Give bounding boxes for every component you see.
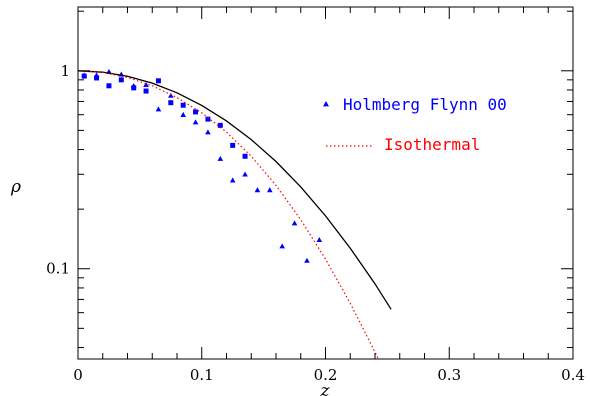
x-axis-label: z <box>320 381 331 396</box>
square-point <box>94 75 100 81</box>
triangle-point <box>279 243 285 249</box>
triangle-point <box>217 155 224 161</box>
triangle-point <box>242 171 248 177</box>
square-point <box>118 77 124 83</box>
triangle-point <box>291 220 298 226</box>
x-tick-label: 0.4 <box>561 366 585 384</box>
triangle-point <box>316 237 323 243</box>
x-tick-label: 0.2 <box>314 366 338 384</box>
isothermal-curve <box>78 70 380 359</box>
legend: Holmberg Flynn 00 Isothermal <box>323 95 507 154</box>
x-tick-label: 0.1 <box>190 366 214 384</box>
triangle-point <box>155 106 162 112</box>
square-point <box>193 109 199 115</box>
square-point <box>230 142 236 148</box>
square-point <box>168 100 174 106</box>
triangle-point <box>180 111 186 117</box>
legend-label-holmberg: Holmberg Flynn 00 <box>343 95 507 114</box>
square-point <box>131 85 137 91</box>
triangle-point <box>143 81 149 87</box>
plot-frame <box>77 6 574 360</box>
triangle-point <box>205 129 211 135</box>
square-point <box>143 88 149 94</box>
legend-label-isothermal: Isothermal <box>384 135 480 154</box>
triangle-point <box>267 187 273 193</box>
legend-triangle-marker <box>323 101 329 107</box>
square-point <box>217 122 223 128</box>
square-point <box>106 83 112 89</box>
triangle-point <box>254 187 261 193</box>
square-point <box>81 73 87 79</box>
y-tick-label: 1 <box>60 62 70 80</box>
x-tick-label: 0 <box>73 366 83 384</box>
y-tick-label: 0.1 <box>46 260 70 278</box>
axis-ticks: 0 0.1 0.2 0.3 0.4 0.1 1 <box>46 7 585 384</box>
square-point <box>242 153 248 159</box>
triangle-point <box>192 119 199 125</box>
square-point <box>205 116 211 122</box>
triangle-point <box>304 257 310 263</box>
square-point <box>155 78 161 84</box>
y-axis-label: ρ <box>10 177 21 197</box>
model-curve <box>78 70 392 310</box>
square-point <box>180 102 186 108</box>
x-tick-label: 0.3 <box>437 366 461 384</box>
triangle-point <box>229 177 236 183</box>
plot-area <box>78 68 392 359</box>
